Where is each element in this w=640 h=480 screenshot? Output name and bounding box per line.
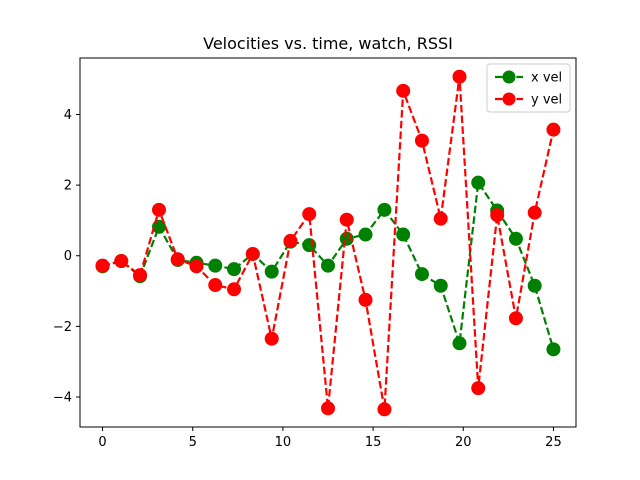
legend: x vel y vel [486,63,571,113]
series-0-point [414,267,429,282]
legend-marker-1 [502,92,516,106]
series-1-point [283,233,298,248]
axes-frame [79,57,577,428]
series-1-point [227,282,242,297]
x-tick-label: 15 [365,435,382,450]
series-1-point [321,401,335,416]
x-tick-label: 25 [545,435,562,450]
x-tick-label: 10 [275,435,292,450]
series-1-point [527,205,542,220]
plot-area [95,69,561,417]
series-1-point [452,69,467,84]
chart-title: Velocities vs. time, watch, RSSI [203,34,453,53]
series-line-1 [102,75,555,411]
series-0-point [377,202,392,217]
series-0-point [452,336,467,351]
series-1-point [471,381,486,396]
series-0-point [546,342,561,357]
y-tick-label: 2 [64,179,72,194]
series-0-point [396,227,411,242]
series-1-point [189,259,204,274]
x-tick-label: 0 [98,435,106,450]
y-tick-label: 4 [64,108,72,123]
series-1-point [414,133,429,148]
series-0-point [227,262,242,277]
x-tick-label: 5 [189,435,197,450]
series-group [95,69,561,417]
legend-label-1: y vel [531,93,562,108]
series-1-point [208,278,223,293]
series-1-point [339,212,354,227]
series-1-point [302,207,317,222]
series-1-point [133,268,148,283]
series-0-point [358,227,373,242]
series-1-point [433,211,448,226]
series-1-point [245,246,260,261]
y-tick-label: −2 [53,320,72,335]
series-1-point [95,258,110,273]
series-1-point [396,83,411,98]
series-1-point [264,331,279,346]
legend-marker-0 [502,70,516,84]
series-1-point [508,311,523,326]
y-tick-label: 0 [64,249,72,264]
y-tick-label: −4 [53,390,72,405]
series-0-point [433,278,448,293]
series-0-point [527,278,542,293]
series-1-point [152,202,166,217]
legend-label-0: x vel [531,71,562,86]
series-1-point [546,122,561,137]
axes: 0 5 10 15 20 25 −4 −2 0 2 4 [53,57,577,450]
series-0-point [208,258,223,273]
series-1-point [377,402,392,417]
series-1-point [490,208,505,223]
x-tick-label: 20 [455,435,472,450]
series-1-point [170,252,185,267]
series-0-point [321,258,335,273]
series-0-point [471,175,486,190]
series-1-point [358,292,373,307]
series-0-point [264,264,279,279]
series-1-point [114,254,129,269]
series-0-point [302,238,317,253]
series-0-point [508,231,523,246]
